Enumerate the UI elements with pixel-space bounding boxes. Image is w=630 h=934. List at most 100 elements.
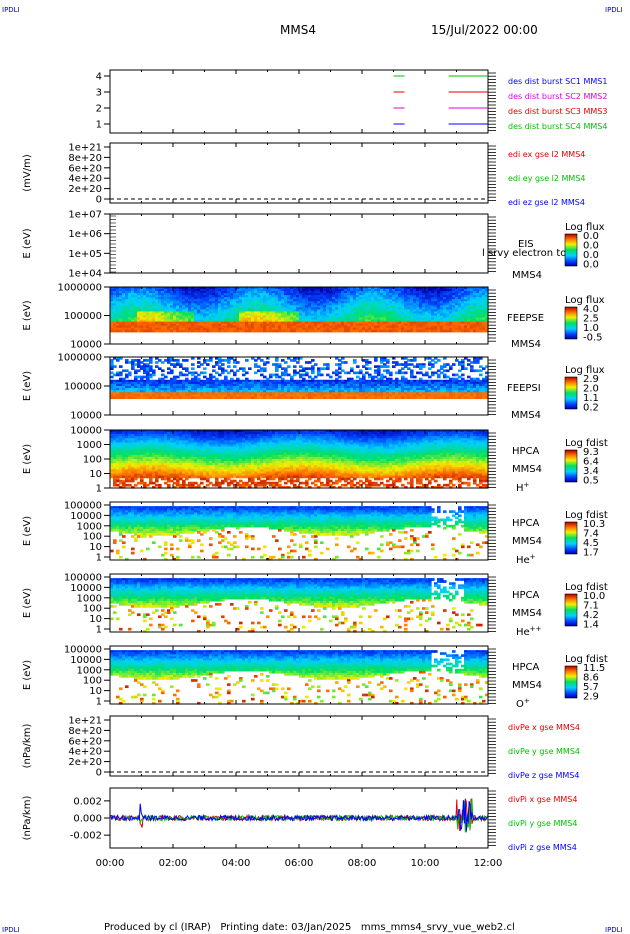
spectrogram-cell — [314, 311, 318, 315]
spectrogram-cell — [140, 317, 144, 321]
spectrogram-cell — [131, 295, 135, 298]
spectrogram-cell — [179, 299, 183, 302]
spectrogram-cell — [275, 303, 279, 306]
spectrogram-cell — [302, 289, 306, 292]
spectrogram-cell — [305, 307, 309, 310]
spectrogram-cell — [224, 293, 228, 296]
spectrogram-cell — [131, 287, 135, 290]
spectrogram-cell — [305, 297, 309, 300]
spectrogram-cell — [224, 327, 228, 331]
spectrogram-cell — [338, 313, 342, 317]
spectrogram-cell — [281, 301, 285, 304]
spectrogram-cell — [128, 323, 132, 327]
spectrogram-cell — [344, 361, 348, 364]
spectrogram-cell — [341, 307, 345, 310]
spectrogram-cell — [359, 319, 363, 323]
spectrogram-cell — [377, 323, 381, 327]
spectrogram-cell — [143, 317, 147, 321]
spectrogram-cell — [323, 313, 327, 317]
spectrogram-cell — [290, 325, 294, 329]
spectrogram-cell — [233, 301, 237, 304]
spectrogram-cell — [125, 303, 129, 306]
spectrogram-cell — [206, 319, 210, 323]
spectrogram-cell — [269, 311, 273, 315]
spectrogram-cell — [287, 299, 291, 302]
spectrogram-cell — [323, 295, 327, 298]
spectrogram-cell — [272, 297, 276, 300]
spectrogram-cell — [182, 293, 186, 296]
spectrogram-cell — [140, 289, 144, 292]
spectrogram-cell — [215, 315, 219, 319]
spectrogram-cell — [158, 291, 162, 294]
spectrogram-cell — [278, 299, 282, 302]
spectrogram-cell — [383, 309, 387, 313]
spectrogram-cell — [275, 321, 279, 325]
spectrogram-cell — [284, 303, 288, 306]
spectrogram-cell — [224, 323, 228, 327]
spectrogram-cell — [305, 289, 309, 292]
spectrogram-cell — [335, 305, 339, 308]
spectrogram-cell — [293, 295, 297, 298]
spectrogram-cell — [392, 309, 396, 313]
spectrogram-cell — [185, 319, 189, 323]
spectrogram-cell — [227, 301, 231, 304]
spectrogram-cell — [260, 299, 264, 302]
spectrogram-cell — [275, 287, 279, 290]
spectrogram-cell — [278, 291, 282, 294]
spectrogram-cell — [149, 309, 153, 313]
spectrogram-cell — [371, 305, 375, 308]
spectrogram-cell — [185, 327, 189, 331]
spectrogram-cell — [230, 303, 234, 306]
spectrogram-cell — [167, 293, 171, 296]
spectrogram-cell — [176, 299, 180, 302]
spectrogram-cell — [326, 327, 330, 331]
spectrogram-cell — [194, 321, 198, 325]
spectrogram-cell — [113, 289, 117, 292]
spectrogram-cell — [356, 293, 360, 296]
spectrogram-cell — [197, 291, 201, 294]
spectrogram-cell — [260, 327, 264, 331]
spectrogram-cell — [401, 321, 405, 325]
spectrogram-cell — [236, 303, 240, 306]
spectrogram-cell — [152, 307, 156, 310]
spectrogram-cell — [263, 297, 267, 300]
spectrogram-cell — [290, 311, 294, 315]
spectrogram-cell — [290, 289, 294, 292]
spectrogram-cell — [227, 361, 231, 364]
spectrogram-cell — [149, 327, 153, 331]
spectrogram-cell — [302, 301, 306, 304]
spectrogram-cell — [251, 295, 255, 298]
spectrogram-cell — [248, 325, 252, 329]
spectrogram-cell — [287, 311, 291, 315]
spectrogram-cell — [245, 297, 249, 300]
spectrogram-cell — [248, 307, 252, 310]
spectrogram-cell — [308, 321, 312, 325]
spectrogram-cell — [272, 317, 276, 321]
spectrogram-cell — [173, 291, 177, 294]
spectrogram-cell — [320, 373, 324, 377]
spectrogram-cell — [404, 371, 408, 375]
instrument-label: FEEPSI — [507, 383, 541, 394]
spectrogram-cell — [287, 303, 291, 306]
spectrogram-cell — [362, 301, 366, 304]
spectrogram-cell — [368, 287, 372, 290]
spectrogram-cell — [254, 311, 258, 315]
spectrogram-cell — [377, 325, 381, 329]
spectrogram-cell — [200, 287, 204, 290]
spectrogram-cell — [122, 289, 126, 292]
spectrogram-cell — [269, 297, 273, 300]
spectrogram-cell — [380, 299, 384, 302]
spectrogram-cell — [152, 287, 156, 290]
spectrogram-cell — [137, 289, 141, 292]
spectrogram-cell — [236, 323, 240, 327]
spectrogram-cell — [167, 299, 171, 302]
spectrogram-cell — [383, 325, 387, 329]
spectrogram-cell — [110, 309, 114, 313]
spectrogram-cell — [305, 299, 309, 302]
spectrogram-cell — [119, 295, 123, 298]
spectrogram-cell — [224, 315, 228, 319]
spectrogram-cell — [314, 291, 318, 294]
spectrogram-cell — [263, 325, 267, 329]
spectrogram-cell — [122, 329, 126, 333]
spectrogram-cell — [332, 309, 336, 313]
